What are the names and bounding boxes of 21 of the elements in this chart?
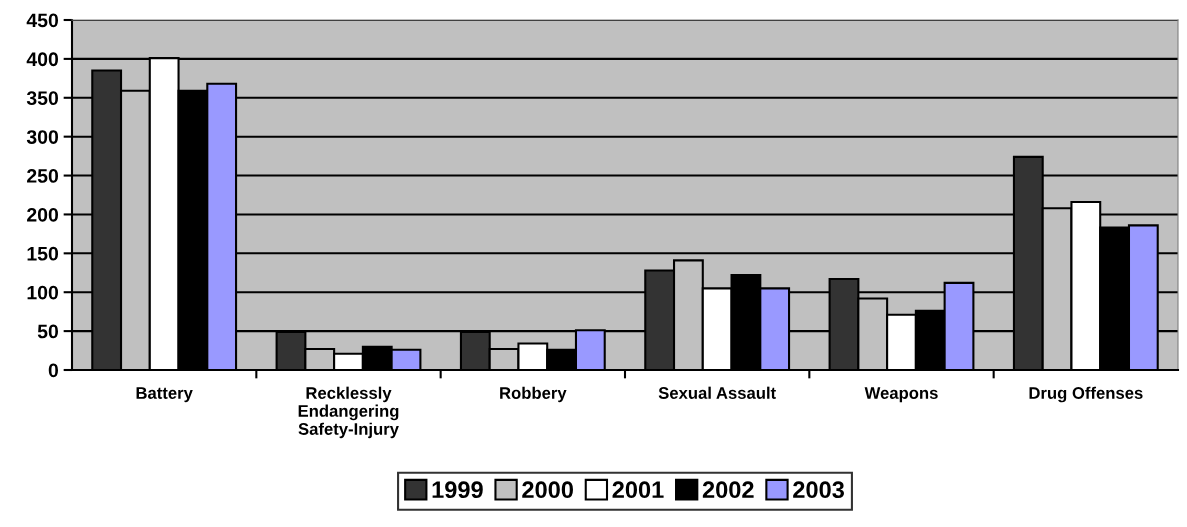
y-tick-label: 250: [27, 169, 59, 183]
y-tick-label: 0: [48, 363, 59, 378]
y-tick-label: 400: [26, 52, 59, 67]
y-tick-label: 450: [26, 13, 59, 28]
y-tick-label: 300: [26, 130, 59, 144]
x-tick-label: Sexual Assault: [658, 386, 776, 399]
legend-label: 2002: [702, 481, 754, 499]
x-tick-label: Recklessly Endangering Safety-Injury: [298, 386, 399, 439]
y-tick-label: 100: [27, 285, 59, 300]
x-tick-label: Weapons: [864, 387, 938, 403]
legend-label: 2000: [522, 481, 573, 499]
legend-label: 1999: [432, 481, 483, 499]
y-tick-label: 150: [27, 246, 59, 261]
x-tick-label: Robbery: [500, 386, 567, 403]
legend-label: 2001: [612, 481, 664, 499]
x-tick-label: Drug Offenses: [1029, 386, 1143, 403]
y-tick-label: 200: [27, 207, 59, 222]
y-tick-label: 350: [26, 91, 59, 106]
y-tick-label: 50: [37, 324, 59, 339]
x-tick-label: Battery: [136, 387, 193, 403]
legend-label: 2003: [793, 481, 844, 499]
